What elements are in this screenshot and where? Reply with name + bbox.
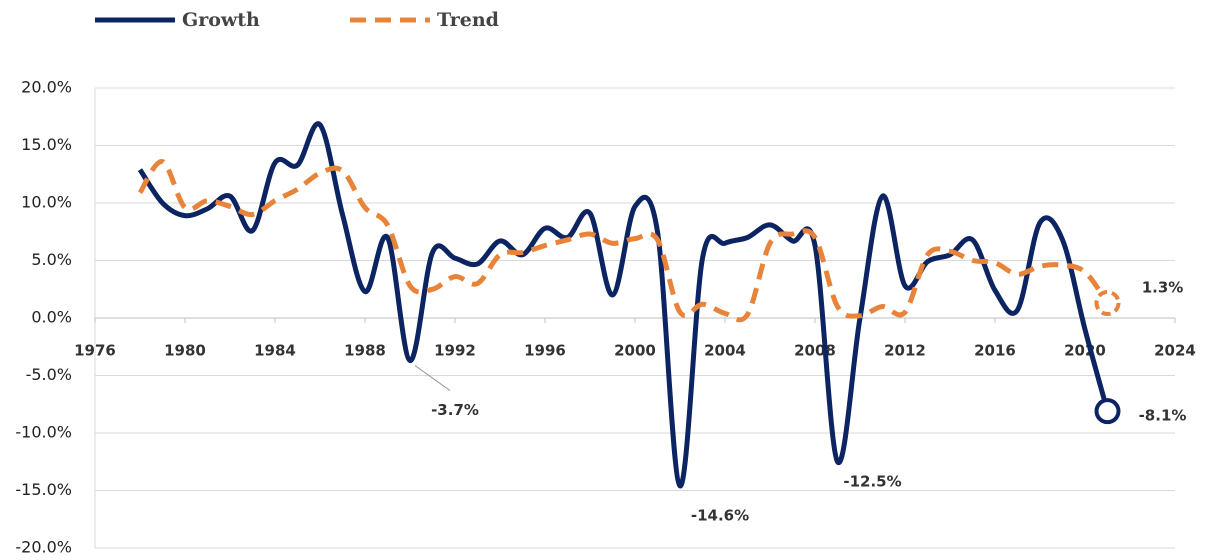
y-tick-label: 0.0% [31,308,72,327]
y-tick-label: 10.0% [21,193,72,212]
x-tick-label: 2016 [974,342,1016,360]
y-tick-label: -15.0% [15,480,72,499]
y-tick-label: -10.0% [15,423,72,442]
x-tick-label: 1984 [254,342,296,360]
data-label: -14.6% [691,506,749,524]
x-tick-label: 1988 [344,342,386,360]
data-label: -8.1% [1139,407,1187,425]
x-tick-label: 2004 [704,342,746,360]
x-tick-label: 1980 [164,342,206,360]
y-tick-label: 15.0% [21,135,72,154]
x-tick-label: 2008 [794,342,836,360]
leader-line [414,365,451,391]
x-tick-label: 2024 [1154,342,1196,360]
x-tick-label: 2000 [614,342,656,360]
y-tick-label: -5.0% [26,365,72,384]
legend-label: Trend [437,9,499,31]
x-tick-label: 1996 [524,342,566,360]
x-tick-label: 1992 [434,342,476,360]
data-label: -3.7% [431,401,479,419]
end-marker [1094,290,1121,317]
x-tick-label: 2012 [884,342,926,360]
y-tick-label: 5.0% [31,250,72,269]
data-label: 1.3% [1142,279,1184,297]
y-tick-label: -20.0% [15,538,72,557]
end-marker [1094,398,1121,425]
series-line [137,121,1110,489]
legend-label: Growth [182,9,260,31]
y-tick-label: 20.0% [21,78,72,97]
x-tick-label: 1976 [74,342,116,360]
x-tick-label: 2020 [1064,342,1106,360]
data-label: -12.5% [843,472,901,490]
